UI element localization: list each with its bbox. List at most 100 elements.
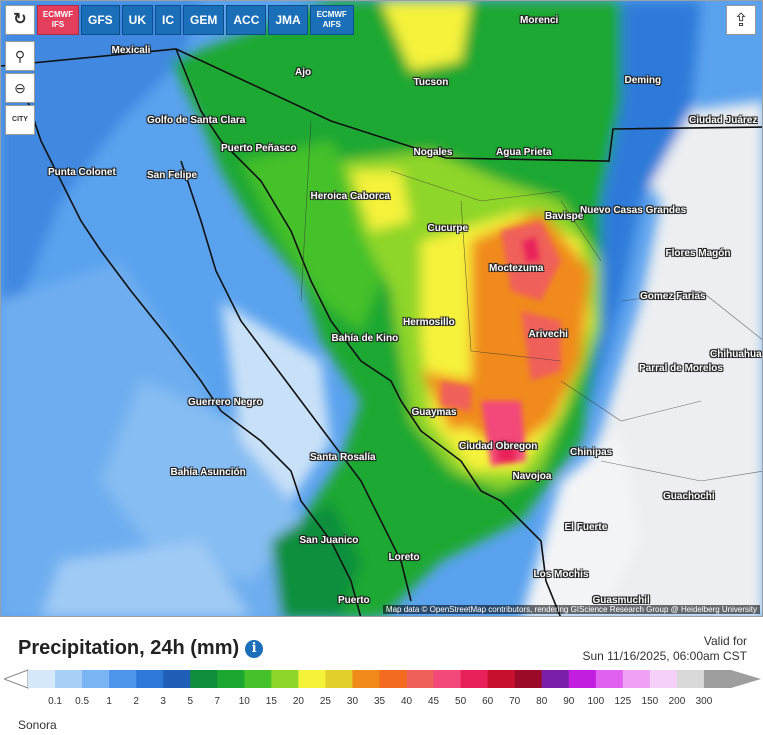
- city-label: Bahía Asunción: [170, 467, 246, 478]
- legend-swatch: [541, 670, 570, 688]
- city-label: Arivechi: [528, 329, 568, 340]
- legend-swatch: [163, 670, 191, 688]
- city-label: San Juanico: [299, 535, 359, 546]
- legend-tick-label: 35: [373, 696, 386, 707]
- city-label: Deming: [624, 75, 662, 86]
- legend-tick-label: 10: [238, 696, 250, 707]
- legend-tick-label: 3: [160, 696, 166, 707]
- legend-swatch: [190, 670, 218, 688]
- city-label: Agua Prieta: [496, 147, 552, 158]
- legend-swatch: [244, 670, 272, 688]
- valid-label: Valid for: [703, 634, 747, 648]
- legend-tick-label: 20: [292, 696, 304, 707]
- legend-swatch: [271, 670, 299, 688]
- city-label: Chihuahua: [710, 349, 762, 360]
- zoom-out-button[interactable]: ⊖: [5, 73, 35, 103]
- model-toolbar: ↻ ECMWF IFS GFS UK IC GEM ACC JMA ECMWF …: [5, 5, 354, 35]
- model-button-ecmwf-aifs[interactable]: ECMWF AIFS: [309, 5, 354, 35]
- city-label: Bavispe: [545, 211, 584, 222]
- legend-tick-label: 1: [106, 696, 112, 707]
- legend-arrow-low: [4, 669, 29, 689]
- legend-swatch: [325, 670, 353, 688]
- legend-swatch: [406, 670, 435, 688]
- legend-tick-label: 0.1: [48, 696, 62, 707]
- legend-swatch: [379, 670, 408, 688]
- city-label: Punta Colonet: [48, 167, 116, 178]
- city-label: Puerto Peñasco: [221, 143, 297, 154]
- city-label: Flores Magón: [665, 248, 731, 259]
- legend-tick-label: 150: [641, 696, 659, 707]
- legend-swatch: [460, 670, 489, 688]
- city-label: Ciudad Obregon: [459, 441, 538, 452]
- city-label: Bahía de Kino: [331, 333, 399, 344]
- legend-arrow-high: [731, 670, 761, 688]
- valid-time-block: Valid for Sun 11/16/2025, 06:00am CST: [582, 634, 747, 664]
- city-label: Golfo de Santa Clara: [147, 115, 246, 126]
- city-label: Loreto: [388, 552, 420, 563]
- model-button-gem[interactable]: GEM: [183, 5, 225, 35]
- legend-tick-label: 90: [563, 696, 575, 707]
- legend-swatch: [55, 670, 83, 688]
- valid-time: Sun 11/16/2025, 06:00am CST: [582, 649, 747, 663]
- legend-tick-label: 60: [482, 696, 494, 707]
- legend-tick-label: 15: [265, 696, 277, 707]
- model-button-ic[interactable]: IC: [155, 5, 182, 35]
- legend-tick-label: 0.5: [75, 696, 90, 707]
- legend-tick-label: 25: [319, 696, 331, 707]
- city-label: Chinipas: [570, 447, 613, 458]
- city-label: Nogales: [413, 147, 453, 158]
- city-label: Ciudad Juárez: [689, 115, 758, 126]
- model-button-uk[interactable]: UK: [121, 5, 154, 35]
- city-label: Guasmuchil: [592, 595, 650, 606]
- legend-tick-label: 45: [428, 696, 440, 707]
- city-label: Tucson: [413, 77, 449, 88]
- city-label: Hermosillo: [403, 317, 455, 328]
- city-label: Mexicali: [111, 45, 151, 56]
- location-pin-icon: ⚲: [14, 47, 26, 64]
- legend-swatch: [703, 670, 732, 688]
- legend-tick-label: 100: [587, 696, 605, 707]
- legend-swatch: [487, 670, 516, 688]
- legend-tick-label: 80: [536, 696, 548, 707]
- city-label: El Fuerte: [564, 522, 608, 533]
- legend-swatch: [136, 670, 164, 688]
- city-label: CITY: [12, 116, 28, 123]
- city-label: San Felipe: [147, 170, 198, 181]
- legend-tick-label: 125: [614, 696, 632, 707]
- legend-swatch: [28, 670, 56, 688]
- model-button-jma[interactable]: JMA: [268, 5, 308, 35]
- region-label: Sonora: [18, 718, 57, 732]
- refresh-button[interactable]: ↻: [5, 5, 35, 35]
- legend-swatch: [649, 670, 678, 688]
- model-button-gfs[interactable]: GFS: [81, 5, 120, 35]
- location-button[interactable]: ⚲: [5, 41, 35, 71]
- legend-swatch: [433, 670, 462, 688]
- legend-tick-label: 70: [509, 696, 521, 707]
- info-icon[interactable]: i: [245, 640, 264, 658]
- legend-tick-label: 2: [133, 696, 139, 707]
- city-label: Guaymas: [411, 407, 457, 418]
- legend-swatch: [352, 670, 380, 688]
- city-toggle-button[interactable]: CITY: [5, 105, 35, 135]
- legend-swatch: [298, 670, 326, 688]
- zoom-out-icon: ⊖: [14, 79, 26, 96]
- legend-swatch: [595, 670, 624, 688]
- refresh-icon: ↻: [13, 11, 27, 28]
- share-button[interactable]: ⇪: [726, 5, 756, 35]
- model-button-ecmwf-ifs[interactable]: ECMWF IFS: [37, 5, 79, 35]
- legend-swatch: [514, 670, 543, 688]
- city-label: Guerrero Negro: [188, 397, 263, 408]
- map-title-text: Precipitation, 24h (mm): [18, 637, 240, 659]
- legend-swatch: [82, 670, 110, 688]
- city-label: Guachochi: [663, 491, 715, 502]
- city-label: Gomez Farias: [640, 291, 706, 302]
- model-button-acc[interactable]: ACC: [226, 5, 267, 35]
- legend-tick-label: 7: [214, 696, 221, 707]
- legend-tick-label: 200: [668, 696, 686, 707]
- precipitation-map[interactable]: ↻ ECMWF IFS GFS UK IC GEM ACC JMA ECMWF …: [0, 0, 763, 617]
- legend-swatch: [622, 670, 651, 688]
- city-label: Ajo: [295, 67, 312, 78]
- city-label: Santa Rosalía: [310, 452, 376, 463]
- legend-swatch: [109, 670, 137, 688]
- city-label: Morenci: [520, 15, 559, 26]
